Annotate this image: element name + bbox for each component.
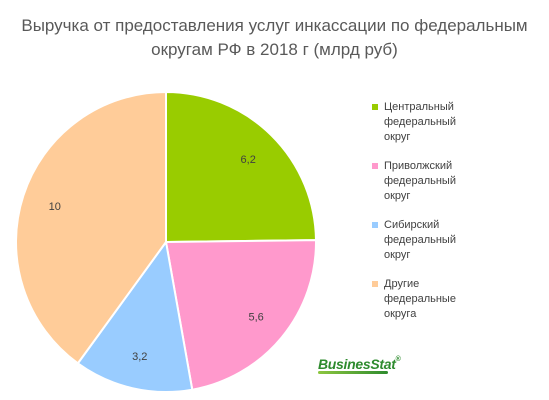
chart-title-line-2: округам РФ в 2018 г (млрд руб)	[151, 40, 398, 59]
pie-data-label: 5,6	[249, 312, 264, 324]
legend-label: Сибирский федеральный округ	[384, 219, 456, 261]
pie-data-label: 6,2	[241, 154, 256, 166]
logo-reg-mark: ®	[395, 356, 401, 363]
pie-slice	[164, 239, 317, 391]
chart-title: Выручка от предоставления услуг инкассац…	[0, 14, 549, 62]
legend-swatch	[372, 104, 378, 110]
legend-label: Приволжский федеральный округ	[384, 160, 456, 202]
pie-data-label: 3,2	[132, 351, 147, 363]
pie-slice	[15, 90, 167, 365]
legend-label: Центральный федеральный округ	[384, 101, 456, 143]
legend-swatch	[372, 222, 378, 228]
legend-item: Приволжский федеральный округ	[372, 159, 476, 204]
legend-item: Сибирский федеральный округ	[372, 218, 476, 263]
legend-label: Другие федеральные округа	[384, 278, 456, 320]
logo-text: BusinesStat	[318, 356, 396, 372]
businesstat-logo: BusinesStat®	[318, 356, 401, 374]
pie-slice	[76, 239, 194, 393]
pie-slice	[165, 90, 318, 244]
swoosh-logo-icon	[318, 371, 388, 374]
legend-item: Центральный федеральный округ	[372, 100, 476, 145]
chart-legend: Центральный федеральный округ Приволжски…	[372, 100, 542, 336]
pie-data-label: 10	[49, 201, 61, 213]
legend-swatch	[372, 281, 378, 287]
chart-title-line-1: Выручка от предоставления услуг инкассац…	[21, 16, 528, 35]
legend-item: Другие федеральные округа	[372, 277, 476, 322]
legend-swatch	[372, 163, 378, 169]
